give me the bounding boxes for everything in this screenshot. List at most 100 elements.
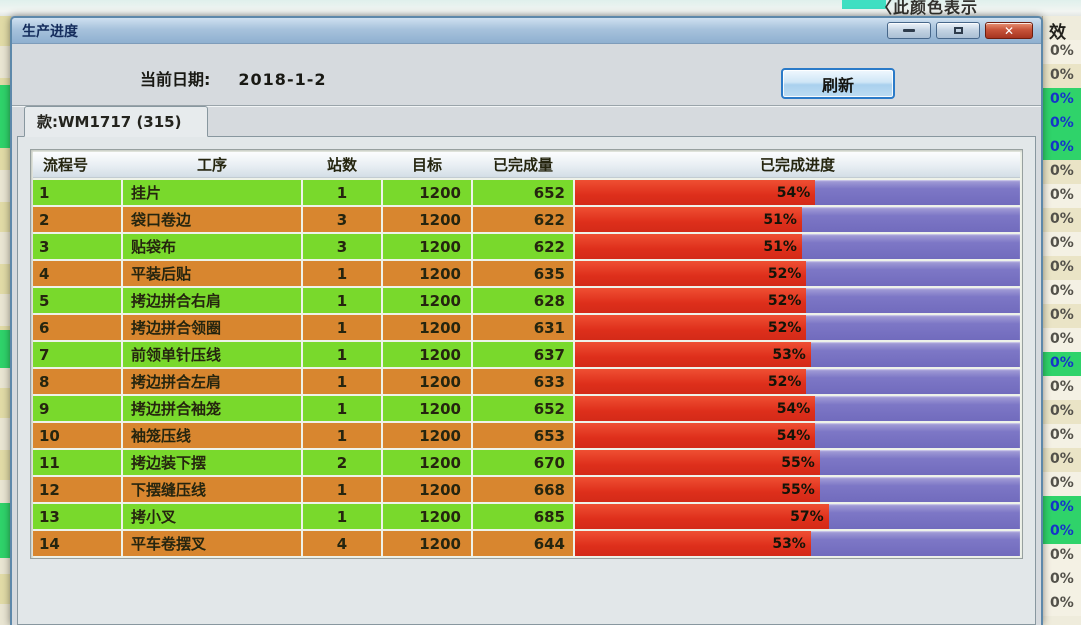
title-bar[interactable]: 生产进度	[12, 18, 1041, 44]
progress-percent-label: 52%	[767, 373, 802, 390]
progress-percent-label: 57%	[790, 508, 824, 525]
efficiency-value: 0%	[1043, 88, 1081, 112]
efficiency-value: 0%	[1043, 376, 1081, 400]
operation-cell: 拷边拼合右肩	[123, 288, 301, 313]
progress-track: 52%	[575, 288, 1020, 313]
progress-percent-label: 51%	[763, 238, 797, 255]
target-cell: 1200	[383, 396, 471, 421]
operation-cell: 平装后贴	[123, 261, 301, 286]
process-no-cell: 12	[33, 477, 121, 502]
progress-percent-label: 51%	[763, 211, 797, 228]
efficiency-value: 0%	[1043, 568, 1081, 592]
background-left-green-cell	[0, 330, 11, 368]
column-header-stations[interactable]: 站数	[326, 156, 357, 174]
column-header-process-no[interactable]: 流程号	[43, 156, 89, 174]
efficiency-value: 0%	[1043, 40, 1081, 64]
table-row[interactable]: 14 平车卷摆叉 4 1200 644 53%	[33, 531, 1020, 556]
completed-cell: 633	[473, 369, 573, 394]
completed-cell: 670	[473, 450, 573, 475]
table-row[interactable]: 13 拷小叉 1 1200 685 57%	[33, 504, 1020, 529]
progress-percent-label: 53%	[772, 346, 806, 363]
table-header-row: 流程号 工序 站数 目标 已完成量 已完成进度	[33, 152, 1020, 178]
table-body: 1 挂片 1 1200 652 54% 2 袋口卷边 3 1200 622 51% 3 贴袋布 3 1200 6…	[33, 180, 1020, 556]
operation-cell: 挂片	[123, 180, 301, 205]
progress-bar: 52%	[575, 261, 807, 286]
stations-cell: 1	[303, 504, 381, 529]
stations-cell: 1	[303, 315, 381, 340]
column-header-progress[interactable]: 已完成进度	[759, 156, 835, 174]
process-no-cell: 6	[33, 315, 121, 340]
progress-track: 54%	[575, 423, 1020, 448]
process-no-cell: 5	[33, 288, 121, 313]
stations-cell: 1	[303, 396, 381, 421]
table-row[interactable]: 3 贴袋布 3 1200 622 51%	[33, 234, 1020, 259]
table-row[interactable]: 9 拷边拼合袖笼 1 1200 652 54%	[33, 396, 1020, 421]
completed-cell: 631	[473, 315, 573, 340]
table-row[interactable]: 4 平装后贴 1 1200 635 52%	[33, 261, 1020, 286]
progress-bar: 52%	[575, 315, 807, 340]
process-no-cell: 13	[33, 504, 121, 529]
background-legend-text: 〈此颜色表示	[876, 0, 979, 17]
table-row[interactable]: 2 袋口卷边 3 1200 622 51%	[33, 207, 1020, 232]
progress-percent-label: 52%	[767, 265, 802, 282]
stations-cell: 1	[303, 180, 381, 205]
table-row[interactable]: 7 前领单针压线 1 1200 637 53%	[33, 342, 1020, 367]
progress-track: 53%	[575, 531, 1020, 556]
target-cell: 1200	[383, 369, 471, 394]
stations-cell: 2	[303, 450, 381, 475]
efficiency-value: 0%	[1043, 232, 1081, 256]
stations-cell: 1	[303, 288, 381, 313]
table-row[interactable]: 12 下摆缝压线 1 1200 668 55%	[33, 477, 1020, 502]
refresh-button[interactable]: 刷新	[781, 68, 895, 99]
tab-strip: 款:WM1717 (315)	[12, 106, 1041, 137]
current-date-label: 当前日期:	[140, 70, 211, 89]
table-row[interactable]: 11 拷边装下摆 2 1200 670 55%	[33, 450, 1020, 475]
progress-percent-label: 53%	[772, 535, 806, 552]
column-header-operation[interactable]: 工序	[196, 156, 227, 174]
progress-track: 51%	[575, 234, 1020, 259]
progress-percent-label: 54%	[776, 400, 811, 417]
target-cell: 1200	[383, 423, 471, 448]
close-icon	[1004, 25, 1014, 37]
process-no-cell: 4	[33, 261, 121, 286]
minimize-button[interactable]	[887, 22, 931, 39]
progress-percent-label: 52%	[767, 292, 802, 309]
progress-track: 52%	[575, 261, 1020, 286]
table-row[interactable]: 1 挂片 1 1200 652 54%	[33, 180, 1020, 205]
target-cell: 1200	[383, 288, 471, 313]
operation-cell: 拷小叉	[123, 504, 301, 529]
tab-style-wm1717[interactable]: 款:WM1717 (315)	[24, 106, 209, 137]
progress-percent-label: 54%	[776, 427, 811, 444]
progress-bar: 53%	[575, 531, 811, 556]
efficiency-column-header: 效	[1049, 23, 1066, 43]
operation-cell: 前领单针压线	[123, 342, 301, 367]
table-row[interactable]: 10 袖笼压线 1 1200 653 54%	[33, 423, 1020, 448]
target-cell: 1200	[383, 180, 471, 205]
target-cell: 1200	[383, 477, 471, 502]
background-teal-block	[842, 0, 886, 9]
column-header-target[interactable]: 目标	[411, 156, 442, 174]
maximize-button[interactable]	[936, 22, 980, 39]
progress-table: 流程号 工序 站数 目标 已完成量 已完成进度 1 挂片 1 1200 652 54% 2 袋…	[30, 149, 1023, 559]
close-button[interactable]	[985, 22, 1033, 39]
table-row[interactable]: 5 拷边拼合右肩 1 1200 628 52%	[33, 288, 1020, 313]
progress-bar: 51%	[575, 234, 802, 259]
progress-track: 54%	[575, 180, 1020, 205]
efficiency-value: 0%	[1043, 448, 1081, 472]
stations-cell: 3	[303, 234, 381, 259]
toolbar: 当前日期: 2018-1-2 刷新	[12, 44, 1041, 106]
completed-cell: 637	[473, 342, 573, 367]
table-row[interactable]: 8 拷边拼合左肩 1 1200 633 52%	[33, 369, 1020, 394]
target-cell: 1200	[383, 234, 471, 259]
progress-bar: 55%	[575, 450, 820, 475]
operation-cell: 拷边拼合左肩	[123, 369, 301, 394]
table-row[interactable]: 6 拷边拼合领圈 1 1200 631 52%	[33, 315, 1020, 340]
completed-cell: 622	[473, 234, 573, 259]
progress-percent-label: 52%	[767, 319, 802, 336]
process-no-cell: 7	[33, 342, 121, 367]
process-no-cell: 2	[33, 207, 121, 232]
column-header-completed[interactable]: 已完成量	[492, 156, 553, 174]
stations-cell: 1	[303, 423, 381, 448]
efficiency-rows: 0% 0% 0% 0% 0% 0% 0% 0% 0% 0% 0% 0% 0% 0% 0% 0% 0% 0% 0% 0%…	[1043, 40, 1081, 616]
stations-cell: 1	[303, 342, 381, 367]
